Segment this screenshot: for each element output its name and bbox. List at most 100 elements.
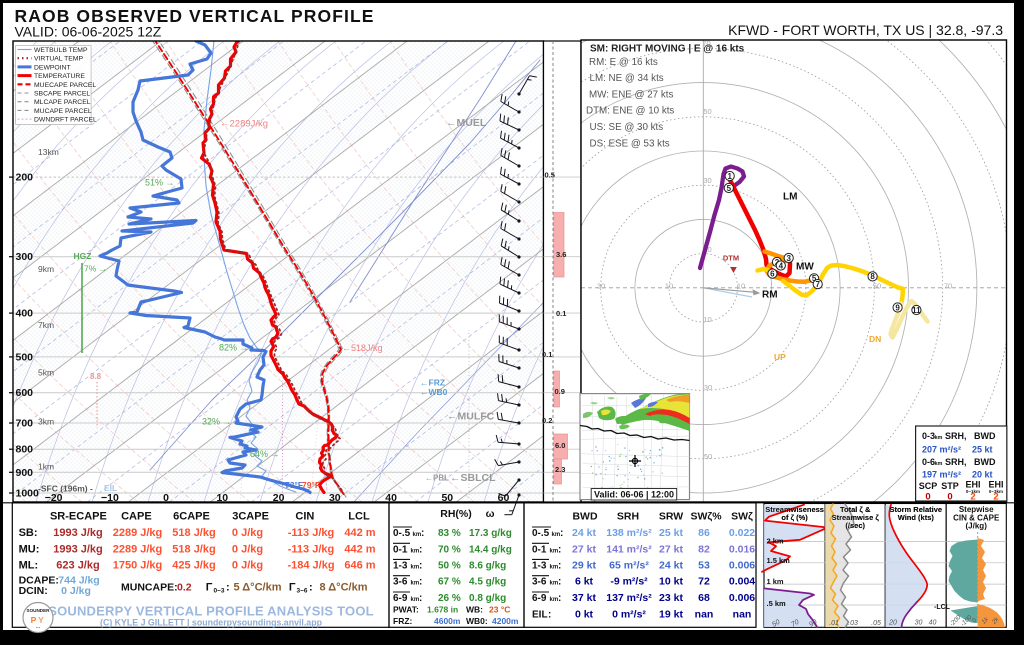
svg-text:DEWPOINT: DEWPOINT bbox=[34, 64, 71, 71]
svg-text:BWD: BWD bbox=[974, 431, 996, 441]
svg-text:MUCAPE PARCEL: MUCAPE PARCEL bbox=[34, 108, 92, 115]
svg-text:83 %: 83 % bbox=[438, 528, 461, 539]
svg-text:0.5: 0.5 bbox=[545, 171, 555, 180]
svg-text:79°F: 79°F bbox=[302, 480, 320, 490]
svg-text:←WB0: ←WB0 bbox=[420, 387, 448, 397]
svg-text:442 m: 442 m bbox=[344, 527, 375, 539]
svg-text:1750 J/kg: 1750 J/kg bbox=[113, 559, 163, 571]
svg-text:MW: MW bbox=[796, 262, 814, 273]
svg-text:SOUNDERPY VERTICAL PROFILE ANA: SOUNDERPY VERTICAL PROFILE ANALYSIS TOOL bbox=[48, 604, 374, 619]
svg-text:50 %: 50 % bbox=[438, 560, 461, 571]
svg-text:1.678 in: 1.678 in bbox=[427, 605, 458, 615]
svg-text:900: 900 bbox=[16, 467, 34, 479]
svg-text:10: 10 bbox=[737, 282, 745, 291]
svg-text:23 kt: 23 kt bbox=[659, 592, 683, 604]
svg-text:MW: ENE @ 27 kts: MW: ENE @ 27 kts bbox=[589, 89, 673, 100]
svg-text:24 kt: 24 kt bbox=[659, 559, 683, 571]
svg-text:(C) KYLE J GILLETT | sounderpy: (C) KYLE J GILLETT | sounderpysoundings.… bbox=[100, 618, 323, 628]
svg-text:.05: .05 bbox=[871, 620, 881, 627]
svg-text:6.0: 6.0 bbox=[555, 441, 565, 450]
svg-text:9km: 9km bbox=[38, 264, 54, 274]
svg-text:141 m²/s²: 141 m²/s² bbox=[606, 543, 652, 555]
svg-text:LCL: LCL bbox=[348, 511, 370, 523]
svg-text:300: 300 bbox=[16, 251, 34, 263]
svg-text:SR-ECAPE: SR-ECAPE bbox=[50, 511, 107, 523]
svg-text:10: 10 bbox=[665, 282, 673, 291]
svg-text:30: 30 bbox=[915, 620, 923, 627]
svg-text:WETBULB TEMP: WETBULB TEMP bbox=[34, 47, 88, 54]
svg-text:86: 86 bbox=[698, 527, 710, 539]
svg-text:2289 J/kg: 2289 J/kg bbox=[113, 527, 163, 539]
svg-text:646 m: 646 m bbox=[344, 559, 375, 571]
svg-text:RM: E @ 16 kts: RM: E @ 16 kts bbox=[589, 57, 658, 68]
svg-text:40: 40 bbox=[929, 620, 937, 627]
svg-text::: : bbox=[309, 582, 313, 594]
svg-text::: : bbox=[419, 577, 422, 588]
svg-text:13km: 13km bbox=[38, 147, 59, 157]
svg-text:0-.5: 0-.5 bbox=[393, 528, 411, 539]
svg-text:72: 72 bbox=[698, 576, 710, 588]
svg-text:29 kt: 29 kt bbox=[572, 559, 596, 571]
svg-text::: : bbox=[226, 582, 230, 594]
svg-text:SRH,: SRH, bbox=[945, 457, 967, 467]
svg-text:2: 2 bbox=[993, 492, 998, 503]
svg-text:8 Δ°C/km: 8 Δ°C/km bbox=[320, 582, 368, 594]
svg-text:30: 30 bbox=[597, 282, 605, 291]
svg-text:6: 6 bbox=[770, 269, 775, 278]
svg-text:DS: ESE @ 53 kts: DS: ESE @ 53 kts bbox=[590, 138, 670, 149]
svg-text:17.3 g/kg: 17.3 g/kg bbox=[469, 528, 512, 539]
svg-text:←MUEL: ←MUEL bbox=[446, 117, 487, 129]
svg-text:0−3: 0−3 bbox=[214, 588, 225, 595]
svg-text:82% →: 82% → bbox=[219, 343, 249, 353]
svg-text:600: 600 bbox=[16, 387, 34, 399]
svg-text:nan: nan bbox=[733, 609, 752, 621]
svg-text:-9 m²/s²: -9 m²/s² bbox=[610, 576, 648, 588]
svg-text:400: 400 bbox=[16, 308, 34, 320]
svg-text:←FRZ: ←FRZ bbox=[420, 378, 445, 388]
svg-text:197 m²/s²: 197 m²/s² bbox=[922, 470, 961, 480]
svg-text:VALID: 06-06-2025 12Z: VALID: 06-06-2025 12Z bbox=[15, 24, 162, 40]
svg-text:SWζ: SWζ bbox=[731, 511, 753, 523]
svg-text:.01: .01 bbox=[829, 620, 839, 627]
svg-text:←PBL: ←PBL bbox=[425, 474, 449, 483]
svg-text:8.6 g/kg: 8.6 g/kg bbox=[469, 560, 506, 571]
svg-text:km: km bbox=[550, 597, 559, 603]
svg-text::: : bbox=[558, 560, 561, 571]
svg-text:0-.5: 0-.5 bbox=[532, 528, 550, 539]
svg-text:27 kt: 27 kt bbox=[572, 543, 596, 555]
svg-text:3CAPE: 3CAPE bbox=[232, 511, 269, 523]
svg-text:0.006: 0.006 bbox=[729, 559, 755, 571]
svg-text:3: 3 bbox=[786, 254, 791, 263]
svg-text:0 J/kg: 0 J/kg bbox=[232, 559, 263, 571]
svg-text:KFWD - FORT WORTH, TX US | 32.: KFWD - FORT WORTH, TX US | 32.8, -97.3 bbox=[728, 22, 1003, 38]
svg-text:0.006: 0.006 bbox=[729, 592, 755, 604]
svg-text:0.9: 0.9 bbox=[555, 387, 565, 396]
svg-text:70 %: 70 % bbox=[438, 544, 461, 555]
svg-text:51% →: 51% → bbox=[145, 178, 175, 188]
svg-text:TEMPERATURE: TEMPERATURE bbox=[34, 73, 85, 80]
svg-text:(J/kg): (J/kg) bbox=[966, 522, 988, 531]
svg-text:←2289J/kg: ←2289J/kg bbox=[220, 119, 268, 130]
svg-text:0.8 g/kg: 0.8 g/kg bbox=[469, 593, 506, 604]
svg-text:0-6: 0-6 bbox=[922, 457, 935, 467]
svg-text:19 kt: 19 kt bbox=[659, 609, 683, 621]
svg-text:70: 70 bbox=[944, 282, 952, 291]
svg-text:UP: UP bbox=[774, 352, 786, 362]
svg-text:2289 J/kg: 2289 J/kg bbox=[113, 543, 163, 555]
svg-text::: : bbox=[419, 593, 422, 604]
svg-text:442 m: 442 m bbox=[344, 543, 375, 555]
svg-text:9: 9 bbox=[895, 303, 900, 312]
svg-text:SCP: SCP bbox=[919, 481, 938, 491]
svg-text:ML:: ML: bbox=[19, 559, 39, 571]
svg-text:4.5 g/kg: 4.5 g/kg bbox=[469, 577, 506, 588]
svg-text:MUNCAPE:: MUNCAPE: bbox=[121, 582, 178, 594]
svg-text:DN: DN bbox=[869, 334, 881, 344]
svg-text:137 m²/s²: 137 m²/s² bbox=[606, 592, 652, 604]
svg-text:800: 800 bbox=[16, 444, 34, 456]
svg-text:25 kt: 25 kt bbox=[659, 527, 683, 539]
svg-text:SWζ%: SWζ% bbox=[690, 511, 722, 523]
svg-text:km: km bbox=[411, 597, 420, 603]
svg-text:-184 J/kg: -184 J/kg bbox=[287, 559, 334, 571]
svg-text:7: 7 bbox=[815, 280, 820, 289]
svg-text:67 %: 67 % bbox=[438, 577, 461, 588]
